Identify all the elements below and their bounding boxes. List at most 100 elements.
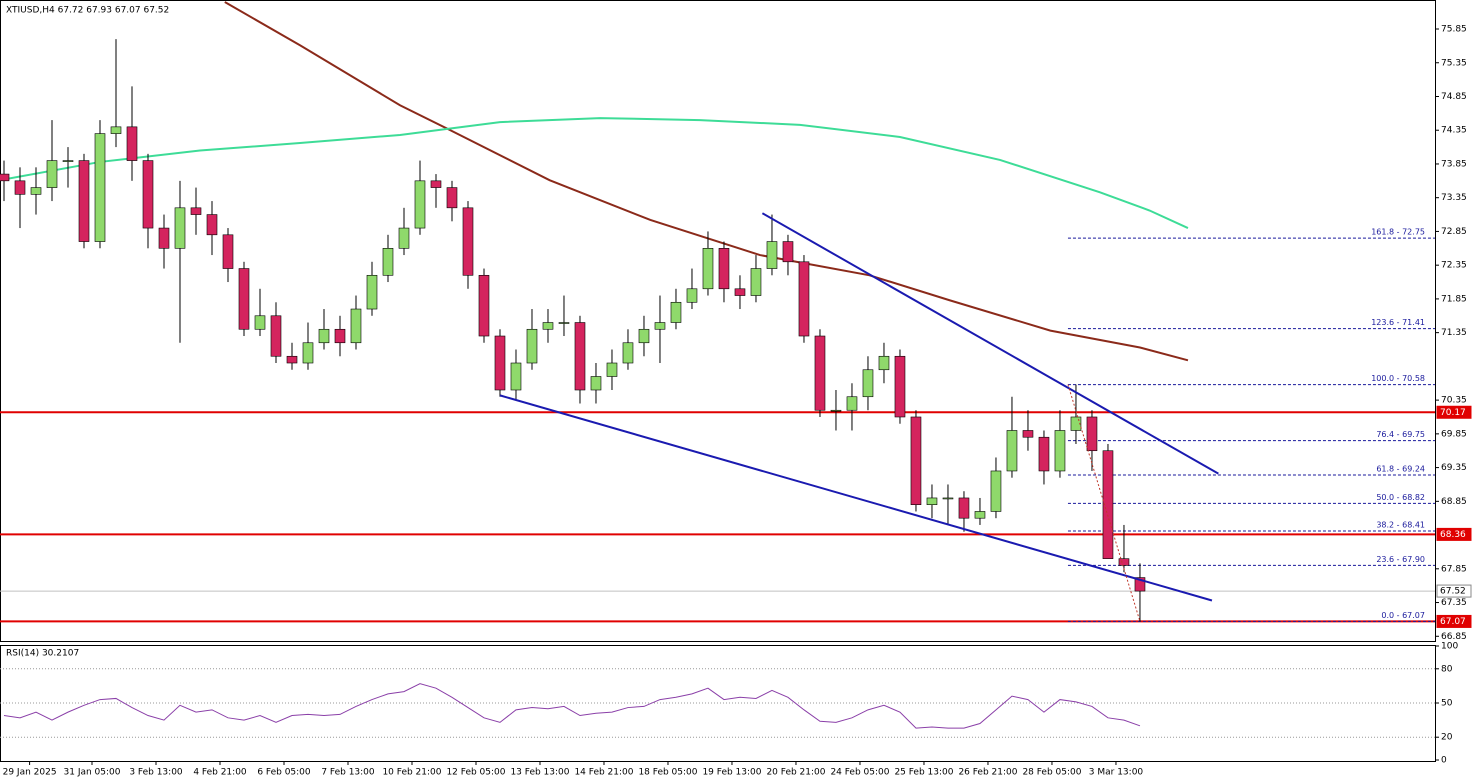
candle-body: [14, 180, 26, 195]
candle-body: [174, 207, 186, 249]
fib-label: 100.0 - 70.58: [1371, 374, 1425, 383]
x-tick-label: 25 Feb 13:00: [894, 768, 953, 778]
candle-body: [62, 160, 74, 162]
candle-body: [334, 328, 346, 344]
fib-label: 50.0 - 68.82: [1376, 493, 1425, 502]
y-tick-label: 71.35: [1441, 328, 1467, 338]
y-tick-label: 69.35: [1441, 463, 1467, 473]
candle-body: [206, 214, 218, 236]
candle-body: [798, 261, 810, 337]
candle-body: [110, 126, 122, 134]
candle-body: [254, 315, 266, 330]
candle-body: [222, 234, 234, 269]
x-tick-label: 13 Feb 13:00: [510, 768, 569, 778]
x-tick-label: 4 Feb 21:00: [193, 768, 247, 778]
candle-body: [94, 133, 106, 242]
trend-line: [499, 394, 1213, 602]
y-tick-label: 67.85: [1441, 564, 1467, 574]
candle-body: [430, 180, 442, 188]
y-tick-label: 72.85: [1441, 227, 1467, 237]
candle-body: [46, 160, 58, 188]
x-tick-label: 20 Feb 21:00: [766, 768, 825, 778]
candle-body: [270, 315, 282, 357]
x-tick-label: 6 Feb 05:00: [257, 768, 311, 778]
candle-body: [750, 268, 762, 296]
candle-body: [942, 497, 954, 500]
candle-body: [494, 335, 506, 391]
moving-average: [224, 1, 1189, 362]
candle-body: [350, 308, 362, 344]
main-panel: [0, 0, 1436, 642]
fib-label: 38.2 - 68.41: [1376, 521, 1425, 530]
candle-body: [574, 322, 586, 391]
candle-body: [1006, 430, 1018, 472]
y-tick-label: 67.35: [1441, 598, 1467, 608]
candle-body: [638, 328, 650, 344]
candle-body: [878, 355, 890, 371]
candle-body: [542, 322, 554, 330]
chart-title: XTIUSD,H4 67.72 67.93 67.07 67.52: [6, 6, 169, 16]
candle-body: [1102, 450, 1114, 559]
price-tag-label: 67.52: [1440, 587, 1466, 597]
candle-body: [814, 335, 826, 411]
candle-body: [0, 173, 10, 182]
candle-body: [78, 160, 90, 242]
candle-body: [142, 160, 154, 229]
x-tick-label: 7 Feb 13:00: [321, 768, 375, 778]
candle-body: [590, 376, 602, 391]
x-tick-label: 19 Feb 13:00: [702, 768, 761, 778]
candle-body: [30, 187, 42, 195]
price-tag: [1436, 527, 1472, 541]
candle-body: [366, 274, 378, 310]
rsi-tick-label: 20: [1441, 733, 1453, 743]
candle-body: [718, 248, 730, 290]
price-tag-label: 67.07: [1440, 617, 1466, 627]
candle-body: [238, 268, 250, 330]
y-tick-label: 73.35: [1441, 193, 1467, 203]
candle-body: [158, 227, 170, 249]
rsi-line: [3, 683, 1141, 729]
y-tick-label: 75.35: [1441, 58, 1467, 68]
fib-label: 161.8 - 72.75: [1371, 228, 1425, 237]
rsi-tick-label: 100: [1441, 642, 1458, 652]
moving-average: [0, 117, 1189, 229]
y-tick-label: 68.85: [1441, 497, 1467, 507]
candle-body: [862, 369, 874, 398]
x-tick-label: 14 Feb 21:00: [574, 768, 633, 778]
y-tick-label: 74.85: [1441, 92, 1467, 102]
x-tick-label: 28 Feb 05:00: [1022, 768, 1081, 778]
candle-body: [686, 288, 698, 303]
x-tick-label: 10 Feb 21:00: [382, 768, 441, 778]
candle-body: [990, 470, 1002, 512]
candle-body: [958, 497, 970, 519]
fib-label: 23.6 - 67.90: [1376, 555, 1425, 564]
candle-body: [190, 207, 202, 215]
x-tick-label: 29 Jan 2025: [3, 768, 57, 778]
x-tick-label: 24 Feb 05:00: [830, 768, 889, 778]
candle-body: [894, 355, 906, 418]
x-tick-label: 31 Jan 05:00: [64, 768, 121, 778]
candle-body: [654, 322, 666, 330]
candle-body: [606, 362, 618, 377]
candle-body: [126, 126, 138, 161]
y-tick-label: 72.35: [1441, 261, 1467, 271]
candle-body: [1070, 416, 1082, 431]
candle-body: [446, 187, 458, 209]
price-tag-label: 68.36: [1440, 530, 1466, 540]
candle-body: [974, 511, 986, 519]
rsi-tick-label: 80: [1441, 664, 1453, 674]
candle-body: [1118, 558, 1130, 566]
candle-body: [510, 362, 522, 391]
rsi-label: RSI(14) 30.2107: [6, 649, 79, 659]
candle-body: [526, 328, 538, 364]
x-tick-label: 18 Feb 05:00: [638, 768, 697, 778]
y-tick-label: 74.35: [1441, 126, 1467, 136]
candle-body: [670, 301, 682, 323]
candle-body: [702, 248, 714, 290]
fib-label: 76.4 - 69.75: [1376, 430, 1425, 439]
y-tick-label: 66.85: [1441, 632, 1467, 642]
rsi-tick-label: 50: [1441, 699, 1453, 709]
candle-body: [926, 497, 938, 506]
